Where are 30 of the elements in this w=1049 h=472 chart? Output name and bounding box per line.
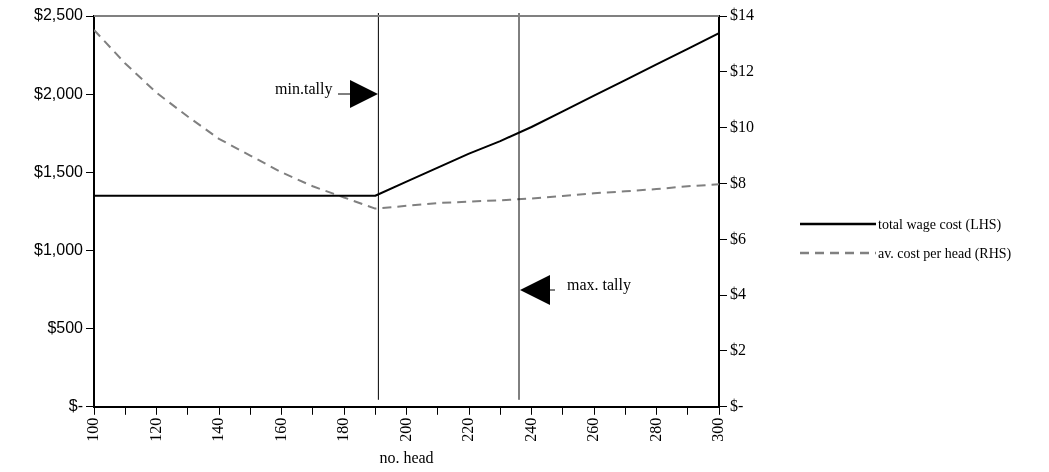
y2-tick-label: $12 — [730, 62, 754, 80]
x-tick-label: 180 — [334, 417, 352, 442]
x-tick-label: 240 — [521, 417, 539, 442]
x-tick-label: 100 — [84, 417, 102, 442]
text: total wage cost (LHS) — [878, 217, 1002, 232]
y-tick-label: $1,500 — [34, 162, 84, 180]
x-axis-title: no. head — [379, 448, 434, 466]
x-tick-label: 200 — [396, 417, 414, 442]
y-tick-label: $500 — [47, 319, 84, 337]
ref-line-label: min.tally — [275, 80, 333, 99]
y2-tick-label: $6 — [730, 229, 746, 247]
text: av. cost per head (RHS) — [878, 246, 1012, 261]
y2-tick-label: $4 — [730, 285, 746, 303]
y2-tick-label: $14 — [730, 6, 754, 24]
y2-tick-label: $2 — [730, 341, 746, 359]
ref-line-label: max. tally — [567, 275, 631, 294]
x-tick-label: 260 — [584, 417, 602, 442]
y-tick-label: $1,000 — [34, 240, 84, 258]
x-tick-label: 220 — [459, 417, 477, 442]
y-tick-label: $2,500 — [34, 6, 84, 24]
y2-tick-label: $10 — [730, 117, 754, 135]
x-tick-label: 300 — [709, 417, 727, 442]
y2-tick-label: $8 — [730, 173, 746, 191]
y2-tick-label: $- — [730, 397, 744, 414]
x-tick-label: 140 — [209, 417, 227, 442]
y-tick-label: $2,000 — [34, 84, 84, 102]
x-tick-label: 160 — [271, 417, 289, 442]
y-tick-label: $- — [68, 397, 83, 415]
x-tick-label: 120 — [146, 417, 164, 442]
x-tick-label: 280 — [646, 417, 664, 442]
